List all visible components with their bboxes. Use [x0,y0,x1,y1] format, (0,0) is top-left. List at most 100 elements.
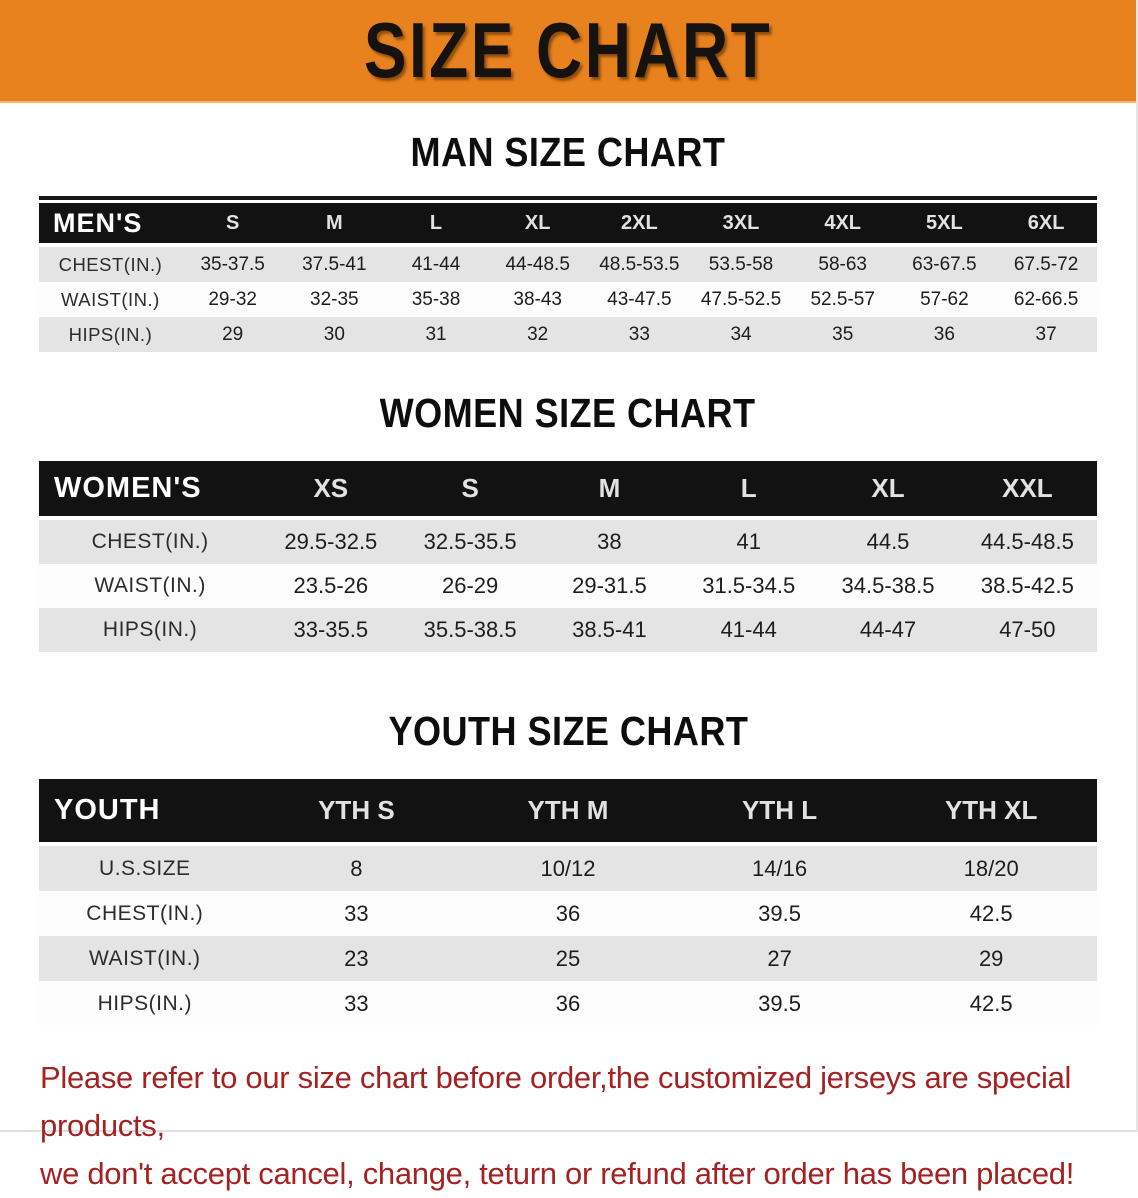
disclaimer-line-1: Please refer to our size chart before or… [40,1060,1072,1144]
measurement-value-cell: 62-66.5 [1013,288,1079,310]
measurement-value-cell: 10/12 [462,842,674,891]
measurement-value-cell: 44.5 [818,516,958,564]
women-size-column-header: XXL [957,461,1097,518]
measurement-value-cell: 37.5-41 [283,243,386,282]
measurement-value-cell: 44.5-48.5 [957,516,1097,564]
measurement-value-cell: 47.5-52.5 [700,288,782,310]
women-measurement-row: HIPS(IN.) 33-35.5 35.5-38.5 38.5-41 41-44 44-… [39,608,1097,652]
men-size-table-wrapper: MEN'S S M L XL 2XL 3XL 4XL 5XL 6XL CHEST(IN.) 35-37… [39,196,1097,352]
measurement-row-label: HIPS(IN.) [102,618,198,641]
measurement-value-cell: 36 [555,990,581,1016]
measurement-value-cell: 44-48.5 [486,243,589,282]
youth-size-section: YOUTH SIZE CHART YOUTH YTH S YTH M YTH L YTH… [0,708,1136,1026]
measurement-value-cell: 35.5-38.5 [423,617,517,642]
measurement-value-cell: 29 [978,945,1004,971]
men-section-heading: MAN SIZE CHART [410,129,726,175]
measurement-value-cell: 38 [539,516,680,564]
measurement-value-cell: 31 [425,323,447,345]
measurement-value-cell: 32 [527,323,549,345]
youth-size-column-header: YTH L [673,779,886,844]
banner: SIZE CHART [0,0,1136,103]
men-size-column-header: M [283,203,386,245]
women-size-column-header: L [679,461,819,518]
women-header-bar: WOMEN'S XS S M L XL XXL [39,461,1097,518]
measurement-value-cell: 36 [555,900,581,926]
measurement-row-label: WAIST(IN.) [89,946,201,970]
measurement-value-cell: 33 [344,900,369,926]
measurement-row-label: CHEST(IN.) [39,516,262,564]
measurement-value-cell: 41-44 [720,617,777,642]
women-size-section: WOMEN SIZE CHART WOMEN'S XS S M L XL XXL CHEST(… [0,390,1136,652]
youth-size-column-header: YTH S [250,779,463,844]
measurement-value-cell: 32-35 [310,288,359,310]
measurement-value-cell: 29-32 [208,288,257,310]
measurement-value-cell: 43-47.5 [607,288,672,310]
measurement-value-cell: 29-31.5 [572,573,647,598]
measurement-value-cell: 23.5-26 [293,573,369,598]
women-size-table-wrapper: WOMEN'S XS S M L XL XXL CHEST(IN.) 29.5-32.5 32.5… [39,461,1097,652]
men-group-label: MEN'S [39,203,182,245]
measurement-value-cell: 33-35.5 [293,617,369,642]
men-measurement-row: WAIST(IN.) 29-32 32-35 35-38 38-43 43-47.5 47.… [39,282,1097,317]
measurement-value-cell: 18/20 [885,842,1097,891]
men-measurement-row: CHEST(IN.) 35-37.5 37.5-41 41-44 44-48.5 48.5… [39,243,1097,282]
measurement-row-label: CHEST(IN.) [39,243,182,282]
measurement-value-cell: 38-43 [513,288,562,310]
youth-size-column-header: YTH M [462,779,674,844]
women-size-column-header: M [539,461,680,518]
measurement-value-cell: 58-63 [791,243,894,282]
measurement-value-cell: 42.5 [969,990,1013,1016]
measurement-value-cell: 35 [832,323,854,345]
measurement-value-cell: 57-62 [920,288,969,310]
men-size-column-header: 2XL [588,203,691,245]
measurement-value-cell: 52.5-57 [810,288,875,310]
youth-measurement-row: WAIST(IN.) 23 25 27 29 [39,936,1097,981]
youth-size-table-wrapper: YOUTH YTH S YTH M YTH L YTH XL U.S.SIZE 8 10/12… [39,779,1097,1026]
measurement-value-cell: 8 [250,842,463,891]
men-measurement-row: HIPS(IN.) 29 30 31 32 33 34 35 36 37 [39,317,1097,352]
women-size-column-header: S [400,461,540,518]
measurement-value-cell: 38.5-41 [572,617,647,642]
men-size-column-header: XL [486,203,589,245]
youth-measurement-row: U.S.SIZE 8 10/12 14/16 18/20 [39,842,1097,891]
youth-size-table: YOUTH YTH S YTH M YTH L YTH XL U.S.SIZE 8 10/12… [39,779,1097,1026]
measurement-value-cell: 47-50 [999,617,1056,642]
men-size-section: MAN SIZE CHART MEN'S S M L XL 2XL 3XL 4XL 5XL 6XL… [0,129,1136,352]
measurement-value-cell: 48.5-53.5 [588,243,691,282]
measurement-value-cell: 34.5-38.5 [841,573,935,598]
measurement-value-cell: 31.5-34.5 [702,573,796,598]
measurement-value-cell: 32.5-35.5 [400,516,540,564]
women-size-column-header: XL [818,461,958,518]
measurement-value-cell: 67.5-72 [995,243,1097,282]
measurement-row-label: WAIST(IN.) [94,574,206,597]
measurement-value-cell: 36 [933,323,955,345]
youth-measurement-row: CHEST(IN.) 33 36 39.5 42.5 [39,891,1097,936]
men-size-column-header: 6XL [995,203,1097,245]
measurement-value-cell: 33 [344,990,369,1016]
measurement-value-cell: 39.5 [758,900,801,926]
youth-group-label: YOUTH [39,779,251,844]
measurement-row-label: HIPS(IN.) [68,323,153,345]
men-size-column-header: S [181,203,284,245]
measurement-value-cell: 30 [323,323,345,345]
measurement-value-cell: 53.5-58 [690,243,792,282]
measurement-value-cell: 27 [767,945,792,971]
measurement-value-cell: 42.5 [969,900,1013,926]
measurement-value-cell: 37 [1035,323,1057,345]
youth-section-heading: YOUTH SIZE CHART [388,708,748,754]
measurement-row-label: HIPS(IN.) [97,991,192,1015]
measurement-value-cell: 44-47 [859,617,917,642]
measurement-value-cell: 39.5 [758,990,801,1016]
men-size-column-header: 4XL [791,203,894,245]
men-size-column-header: 3XL [690,203,792,245]
women-section-heading: WOMEN SIZE CHART [380,390,756,436]
measurement-value-cell: 33 [628,323,650,345]
women-size-table: WOMEN'S XS S M L XL XXL CHEST(IN.) 29.5-32.5 32.5… [39,461,1097,652]
women-size-column-header: XS [261,461,401,518]
measurement-value-cell: 29.5-32.5 [261,516,401,564]
men-size-column-header: L [385,203,487,245]
disclaimer-line-2: we don't accept cancel, change, teturn o… [40,1156,1075,1192]
measurement-value-cell: 25 [555,945,581,971]
measurement-value-cell: 63-67.5 [893,243,996,282]
